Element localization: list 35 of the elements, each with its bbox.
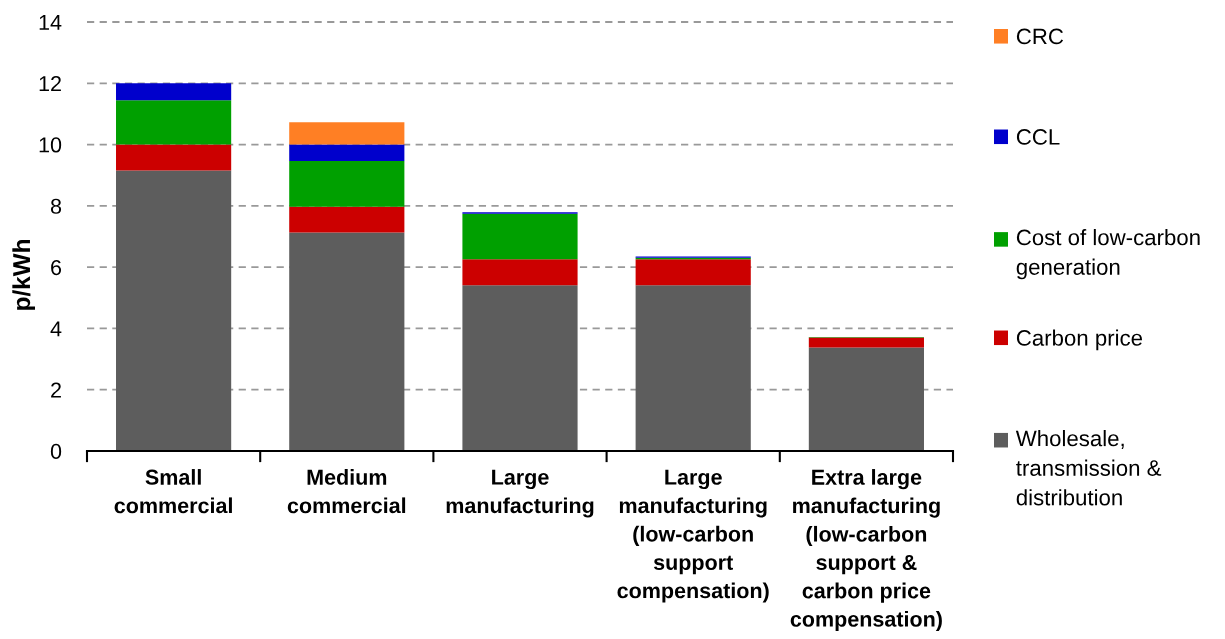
bar [462,285,578,451]
y-tick-label: 12 [39,76,61,92]
bar [289,122,405,145]
x-tick-label: Large manufacturing [446,469,594,518]
y-tick-label: 8 [50,198,62,214]
bar [289,206,405,233]
bar [289,232,405,451]
y-tick-label: 4 [50,321,62,337]
y-tick-label: 0 [50,443,62,460]
bar [116,144,232,171]
bar [289,144,405,162]
bar [635,285,751,451]
bar [289,161,405,207]
y-tick-label: 6 [51,259,62,276]
x-tick-label: Extra large manufacturing (low-carbon support & carbon price compensation) [790,469,942,631]
y-tick-label: 14 [39,14,62,30]
legend-label: CCL [1016,129,1060,145]
bar [808,337,924,348]
bar [462,213,578,260]
legend-label: CRC [1016,28,1064,45]
x-tick-label: Large manufacturing (low-carbon support compensation) [617,469,769,603]
bar [116,170,232,451]
bar [808,347,924,451]
bar [635,259,751,286]
legend-label: Cost of low-carbon generation [1016,229,1200,280]
y-tick-label: 2 [51,382,61,398]
bar [116,83,232,101]
y-tick-label: 10 [39,137,62,153]
y-axis-title: p/kWh [12,240,35,310]
x-tick-label: Small commercial [114,469,232,514]
x-tick-label: Medium commercial [287,469,406,514]
legend-label: Wholesale, transmission & distribution [1015,430,1162,506]
bar [462,259,578,286]
legend-label: Carbon price [1016,329,1143,351]
bar [116,100,232,145]
